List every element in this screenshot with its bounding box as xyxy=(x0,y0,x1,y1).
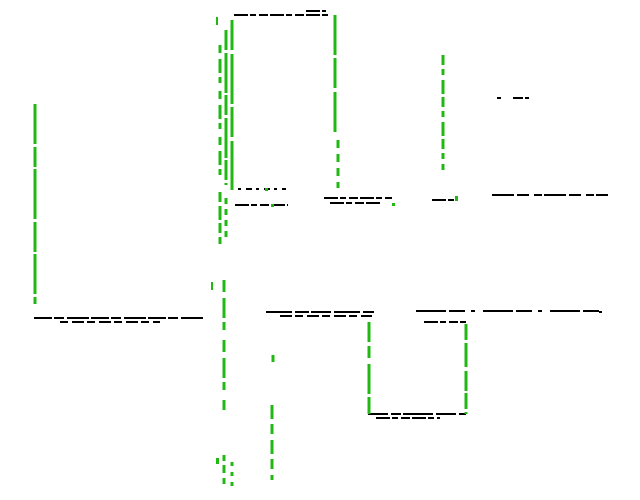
green-dot xyxy=(392,203,395,206)
green-dot xyxy=(216,458,219,464)
noise-points xyxy=(216,188,602,464)
green-dot xyxy=(455,196,458,201)
green-dot xyxy=(265,188,268,191)
black-dot xyxy=(599,311,602,313)
horizontal-segments xyxy=(34,10,608,419)
vertical-segments xyxy=(33,15,468,490)
green-dot xyxy=(271,204,274,207)
